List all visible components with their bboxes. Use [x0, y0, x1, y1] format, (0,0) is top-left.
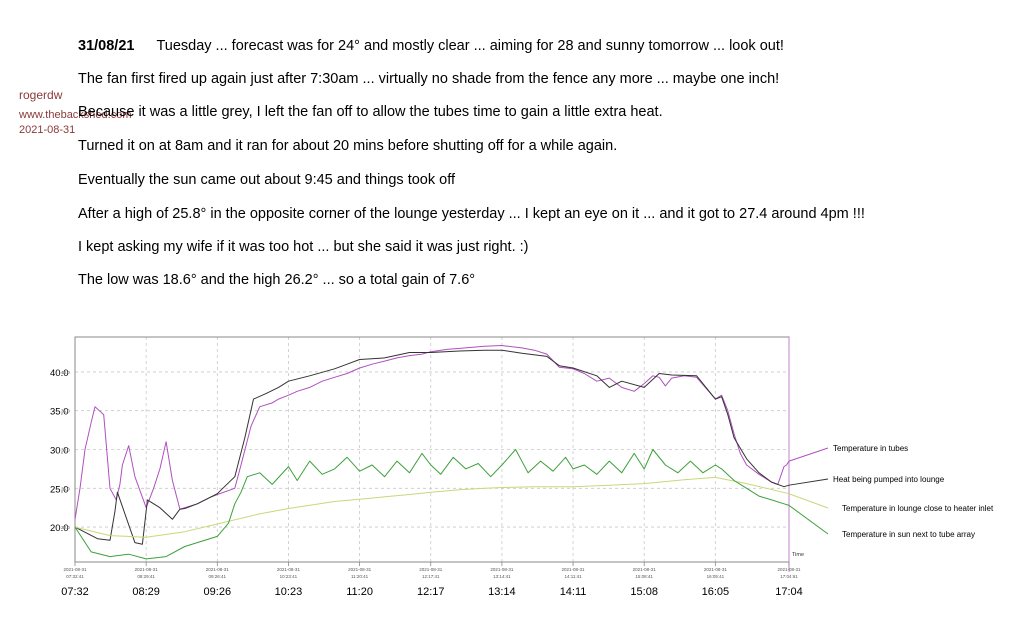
legend-leader-lounge_inlet: [788, 493, 829, 509]
legend-label-lounge_pumped: Heat being pumped into lounge: [833, 475, 945, 484]
x-tick-time: 13:14:41: [493, 574, 511, 579]
x-tick-date: 2021-08-31: [206, 567, 230, 572]
legend-leader-lounge_pumped: [788, 478, 829, 486]
x-tick-date: 2021-08-31: [135, 567, 159, 572]
post-line-3: Because it was a little grey, I left the…: [78, 104, 663, 120]
y-tick-label-small: 20.0: [61, 525, 70, 530]
x-tick-date: 2021-08-31: [490, 567, 514, 572]
x-tick-date: 2021-08-31: [63, 567, 87, 572]
x-tick-time: 16:05:41: [707, 574, 725, 579]
x-tick-date: 2021-08-31: [704, 567, 728, 572]
chart-legend: Temperature in tubes Heat being pumped in…: [788, 444, 994, 539]
x-tick-time: 07:32:41: [66, 574, 84, 579]
x-tick-label: 08:29: [132, 586, 160, 598]
chart-grid: [75, 337, 789, 562]
x-tick-label: 13:14: [488, 586, 516, 598]
legend-label-lounge_inlet: Temperature in lounge close to heater in…: [842, 504, 994, 513]
series-line-tubes: [74, 345, 790, 520]
x-tick-label: 14:11: [560, 586, 587, 598]
chart-axes: Time20.020.025.025.030.030.035.035.040.0…: [50, 336, 804, 598]
post-line-4: Turned it on at 8am and it ran for about…: [78, 138, 618, 154]
x-tick-date: 2021-08-31: [277, 567, 301, 572]
x-tick-label: 11:20: [346, 586, 373, 598]
post-line-5: Eventually the sun came out about 9:45 a…: [78, 172, 455, 188]
x-tick-label: 07:32: [61, 586, 89, 598]
y-tick-label: 35.0: [50, 407, 69, 418]
x-tick-label: 17:04: [775, 586, 803, 598]
temperature-chart: Time20.020.025.025.030.030.035.035.040.0…: [50, 336, 994, 598]
y-tick-label-small: 35.0: [61, 409, 70, 414]
y-tick-label-small: 30.0: [61, 448, 70, 453]
post-line-7: I kept asking my wife if it was too hot …: [78, 239, 529, 255]
x-tick-time: 17:04:61: [780, 574, 798, 579]
y-tick-label-small: 25.0: [61, 486, 70, 491]
post-line-2: The fan first fired up again just after …: [78, 71, 780, 87]
legend-label-sun: Temperature in sun next to tube array: [842, 530, 975, 539]
post-line-6: After a high of 25.8° in the opposite co…: [78, 206, 865, 222]
username[interactable]: rogerdw: [19, 88, 63, 102]
post-text: Tuesday ... forecast was for 24° and mos…: [156, 38, 784, 54]
y-tick-label: 20.0: [50, 523, 69, 534]
x-tick-time: 12:17:41: [422, 574, 440, 579]
post-line-8: The low was 18.6° and the high 26.2° ...…: [78, 272, 476, 288]
x-tick-label: 09:26: [204, 586, 232, 598]
x-tick-date: 2021-08-31: [777, 567, 801, 572]
legend-leader-tubes: [788, 447, 829, 462]
series-line-lounge_pumped: [74, 349, 790, 545]
y-tick-label-small: 40.0: [61, 370, 70, 375]
x-axis-label: Time: [792, 552, 804, 558]
chart-series: [74, 345, 790, 560]
post-date-heading: 31/08/21: [78, 38, 135, 54]
x-tick-date: 2021-08-31: [562, 567, 586, 572]
x-tick-date: 2021-08-31: [633, 567, 657, 572]
y-tick-label: 30.0: [50, 446, 69, 457]
series-line-sun: [74, 449, 790, 560]
x-tick-date: 2021-08-31: [348, 567, 372, 572]
x-tick-time: 11:20:41: [351, 574, 369, 579]
x-tick-time: 08:29:41: [137, 574, 155, 579]
x-tick-label: 10:23: [275, 586, 303, 598]
post-line-1: 31/08/21 Tuesday ... forecast was for 24°…: [78, 38, 784, 54]
x-tick-time: 14:11:41: [564, 574, 582, 579]
x-tick-label: 16:05: [702, 586, 730, 598]
series-line-lounge_inlet: [74, 476, 790, 538]
x-tick-label: 15:08: [630, 586, 658, 598]
post-date: 2021-08-31: [19, 124, 76, 136]
legend-label-tubes: Temperature in tubes: [833, 444, 908, 453]
y-tick-label: 40.0: [50, 368, 69, 379]
x-tick-time: 09:26:41: [209, 574, 227, 579]
x-tick-time: 15:08:41: [635, 574, 653, 579]
y-tick-label: 25.0: [50, 484, 69, 495]
x-tick-time: 10:23:41: [280, 574, 298, 579]
x-tick-label: 12:17: [417, 586, 445, 598]
x-tick-date: 2021-08-31: [419, 567, 443, 572]
legend-leader-sun: [788, 504, 829, 535]
website[interactable]: www.thebackshed.com: [19, 109, 132, 121]
